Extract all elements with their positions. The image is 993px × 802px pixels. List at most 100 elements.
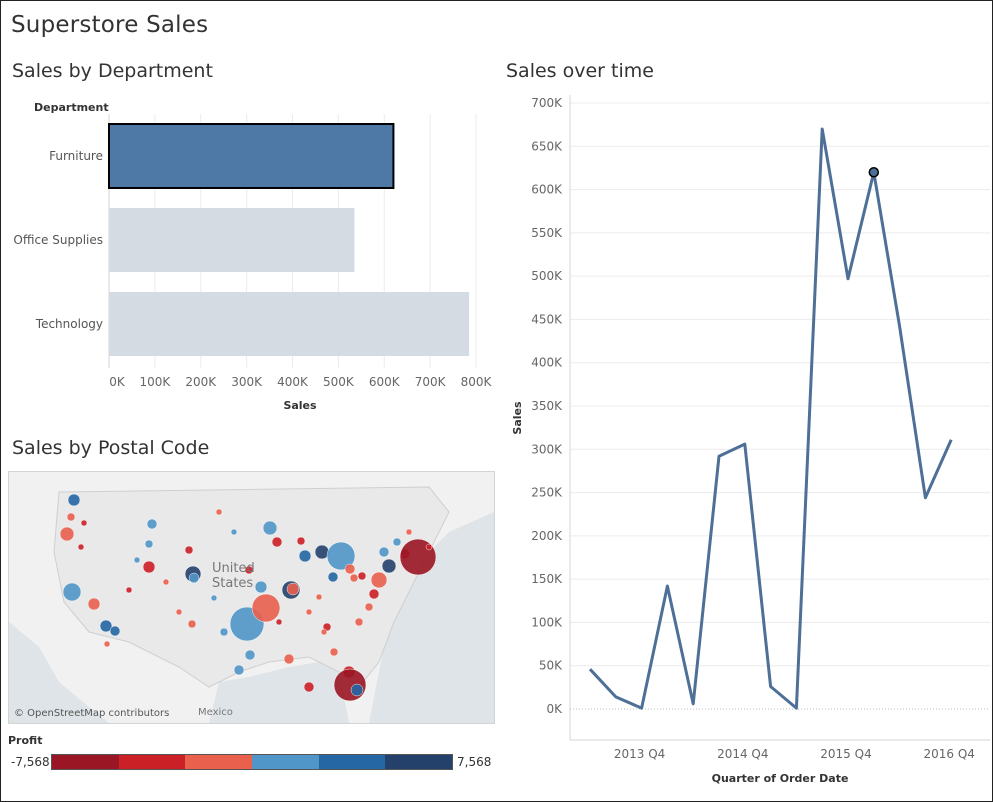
postal-code-bubble[interactable]	[109, 625, 121, 637]
postal-code-bubble[interactable]	[99, 619, 113, 633]
postal-code-bubble[interactable]	[329, 647, 339, 657]
postal-code-bubble[interactable]	[66, 512, 76, 522]
postal-code-bubble[interactable]	[271, 536, 283, 548]
legend-color-step[interactable]	[118, 755, 186, 769]
postal-code-bubble[interactable]	[296, 536, 306, 546]
postal-code-bubble[interactable]	[67, 493, 81, 507]
y-tick-label: 450K	[531, 312, 563, 326]
postal-code-bubble[interactable]	[350, 683, 364, 697]
x-tick-label: 500K	[323, 375, 355, 389]
postal-code-bubble[interactable]	[303, 681, 315, 693]
postal-code-bubble[interactable]	[184, 545, 194, 555]
postal-code-bubble[interactable]	[142, 560, 156, 574]
category-label[interactable]: Technology	[35, 317, 103, 331]
y-tick-label: 350K	[531, 399, 563, 413]
map-attribution[interactable]: © OpenStreetMap contributors	[14, 708, 170, 719]
y-tick-label: 400K	[531, 356, 563, 370]
postal-code-bubble[interactable]	[275, 618, 283, 626]
postal-code-bubble[interactable]	[344, 563, 356, 575]
department-bar-chart[interactable]: 0K 100K 200K 300K 400K 500K 600K 700K 800K Depart…	[0, 90, 500, 425]
y-tick-label: 150K	[531, 572, 563, 586]
postal-code-bubble[interactable]	[230, 528, 238, 536]
postal-code-bubble[interactable]	[80, 519, 88, 527]
postal-code-bubble[interactable]	[378, 546, 390, 558]
bar-office-supplies[interactable]	[109, 208, 355, 272]
postal-code-bubble[interactable]	[210, 594, 218, 602]
postal-code-bubble[interactable]	[425, 543, 433, 551]
postal-code-bubble[interactable]	[125, 586, 133, 594]
postal-code-bubble[interactable]	[305, 608, 313, 616]
x-tick-label: 2014 Q4	[717, 747, 768, 761]
postal-code-bubble[interactable]	[244, 565, 254, 575]
postal-code-bubble[interactable]	[146, 518, 158, 530]
postal-code-bubble[interactable]	[315, 593, 323, 601]
postal-code-bubble[interactable]	[77, 543, 85, 551]
postal-code-bubble[interactable]	[133, 556, 141, 564]
postal-code-bubble[interactable]	[233, 664, 245, 676]
postal-code-bubble[interactable]	[103, 640, 111, 648]
legend-min-label: -7,568	[11, 755, 50, 769]
postal-code-bubble[interactable]	[392, 537, 402, 547]
department-panel-title: Sales by Department	[12, 60, 213, 82]
sales-line[interactable]	[588, 127, 953, 710]
postal-code-bubble[interactable]	[162, 578, 170, 586]
postal-code-bubble[interactable]	[62, 582, 82, 602]
category-label[interactable]: Furniture	[49, 149, 103, 163]
postal-code-bubbles[interactable]	[59, 493, 437, 702]
postal-code-bubble[interactable]	[327, 571, 339, 583]
postal-code-bubble[interactable]	[320, 628, 328, 636]
dashboard-title: Superstore Sales	[11, 12, 209, 38]
legend-color-step[interactable]	[52, 755, 119, 769]
profit-color-legend[interactable]	[51, 754, 453, 770]
y-tick-label: 250K	[531, 486, 563, 500]
x-tick-label: 2015 Q4	[820, 747, 871, 761]
postal-code-bubble[interactable]	[187, 619, 197, 629]
legend-title: Profit	[8, 734, 43, 747]
postal-code-bubble[interactable]	[219, 627, 229, 637]
postal-code-bubble[interactable]	[175, 608, 183, 616]
postal-code-bubble[interactable]	[262, 520, 278, 536]
postal-code-bubble[interactable]	[286, 582, 300, 596]
postal-code-bubble[interactable]	[144, 539, 154, 549]
postal-code-bubble[interactable]	[326, 541, 356, 571]
category-label[interactable]: Office Supplies	[13, 233, 103, 247]
legend-color-step[interactable]	[318, 755, 386, 769]
postal-panel-title: Sales by Postal Code	[12, 437, 210, 459]
postal-code-map[interactable]: United States Mexico © OpenStreetMap con…	[8, 471, 495, 724]
postal-code-bubble[interactable]	[357, 571, 367, 581]
y-tick-label: 300K	[531, 442, 563, 456]
legend-color-step[interactable]	[252, 755, 319, 769]
postal-code-bubble[interactable]	[215, 508, 223, 516]
postal-code-bubble[interactable]	[283, 653, 295, 665]
postal-code-bubble[interactable]	[244, 649, 256, 661]
bar-furniture[interactable]	[108, 123, 395, 189]
y-tick-label: 500K	[531, 269, 563, 283]
postal-code-bubble[interactable]	[354, 617, 364, 627]
postal-code-bubble[interactable]	[405, 528, 413, 536]
bar-technology[interactable]	[109, 292, 470, 356]
postal-code-bubble[interactable]	[254, 580, 268, 594]
category-header: Department	[34, 101, 109, 114]
postal-code-bubble[interactable]	[188, 572, 200, 584]
postal-code-bubble[interactable]	[368, 588, 380, 600]
postal-code-bubble[interactable]	[364, 602, 374, 612]
postal-code-bubble[interactable]	[87, 597, 101, 611]
postal-code-bubble[interactable]	[333, 668, 367, 702]
gulf-area	[209, 662, 349, 723]
postal-code-bubble[interactable]	[251, 593, 281, 623]
x-tick-label: 0K	[109, 375, 126, 389]
postal-code-bubble[interactable]	[298, 549, 312, 563]
highlighted-point[interactable]	[868, 167, 880, 178]
postal-code-bubble[interactable]	[381, 558, 397, 574]
postal-code-bubble[interactable]	[59, 526, 75, 542]
y-tick-label: 50K	[539, 659, 563, 673]
legend-color-step[interactable]	[385, 755, 453, 769]
map-label-states: States	[212, 576, 254, 591]
legend-color-step[interactable]	[185, 755, 253, 769]
x-tick-label: 200K	[185, 375, 217, 389]
postal-code-bubble[interactable]	[370, 571, 388, 589]
x-tick-label: 400K	[277, 375, 309, 389]
sales-over-time-chart[interactable]: 0K 50K 100K 150K 200K 250K 300K 350K 400K 450K 500…	[500, 88, 992, 793]
postal-code-bubble[interactable]	[349, 573, 359, 583]
x-tick-label: 2013 Q4	[614, 747, 665, 761]
